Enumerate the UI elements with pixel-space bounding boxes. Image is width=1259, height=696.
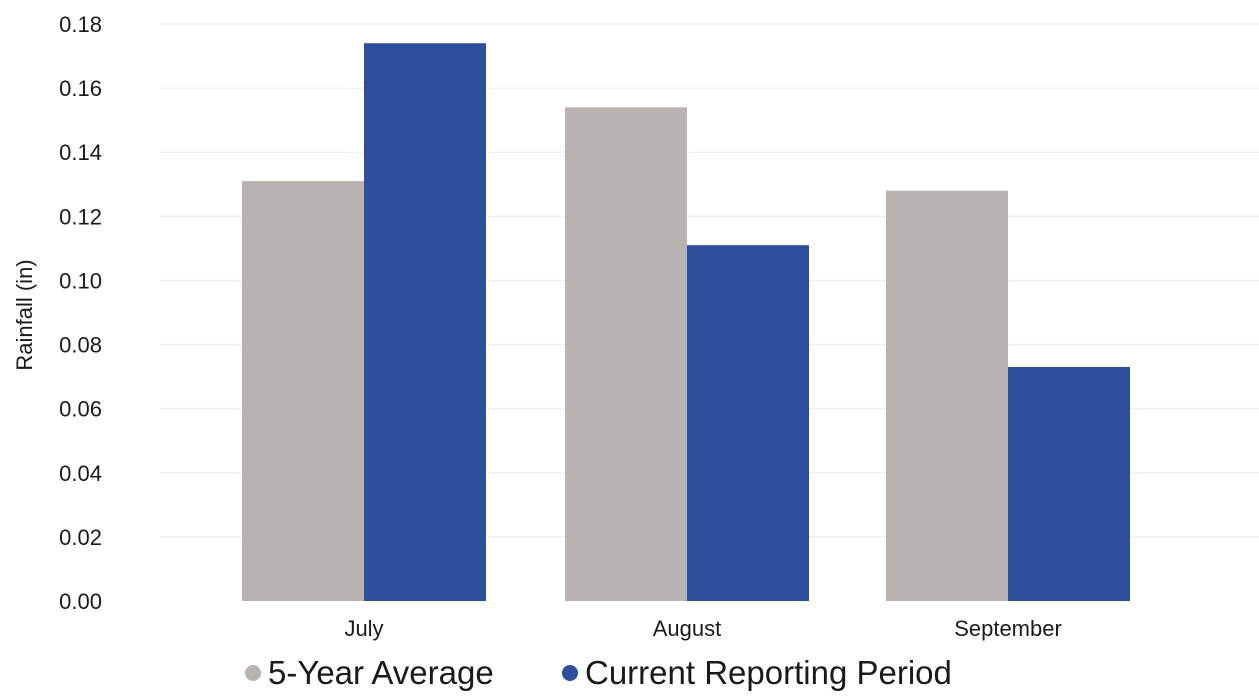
- legend-label: Current Reporting Period: [585, 654, 952, 691]
- legend-marker: [245, 665, 261, 681]
- x-tick-label: August: [653, 616, 722, 641]
- bar-august-current-period: [687, 245, 809, 601]
- bars: [242, 43, 1130, 602]
- bar-september-five-year-average: [886, 190, 1008, 601]
- x-axis-ticks: July August September: [344, 616, 1061, 641]
- y-axis-label: Rainfall (in): [12, 259, 37, 370]
- bar-august-five-year-average: [565, 107, 687, 601]
- y-tick-label: 0.06: [59, 397, 102, 422]
- bar-september-current-period: [1008, 366, 1130, 601]
- legend: 5-Year Average Current Reporting Period: [245, 654, 952, 691]
- y-axis-ticks: 0.00 0.02 0.04 0.06 0.08 0.10 0.12 0.14 0.16 0.18: [59, 12, 102, 614]
- legend-label: 5-Year Average: [268, 654, 494, 691]
- y-tick-label: 0.16: [59, 76, 102, 101]
- x-tick-label: July: [344, 616, 383, 641]
- y-tick-label: 0.04: [59, 461, 102, 486]
- y-tick-label: 0.10: [59, 268, 102, 293]
- legend-marker: [562, 665, 578, 681]
- y-tick-label: 0.08: [59, 333, 102, 358]
- y-tick-label: 0.12: [59, 204, 102, 229]
- legend-item: 5-Year Average: [245, 654, 494, 691]
- bar-july-five-year-average: [242, 181, 364, 602]
- bar-july-current-period: [364, 43, 486, 601]
- x-tick-label: September: [954, 616, 1062, 641]
- y-tick-label: 0.14: [59, 140, 102, 165]
- y-tick-label: 0.02: [59, 525, 102, 550]
- y-tick-label: 0.18: [59, 12, 102, 37]
- legend-item: Current Reporting Period: [562, 654, 952, 691]
- y-tick-label: 0.00: [59, 589, 102, 614]
